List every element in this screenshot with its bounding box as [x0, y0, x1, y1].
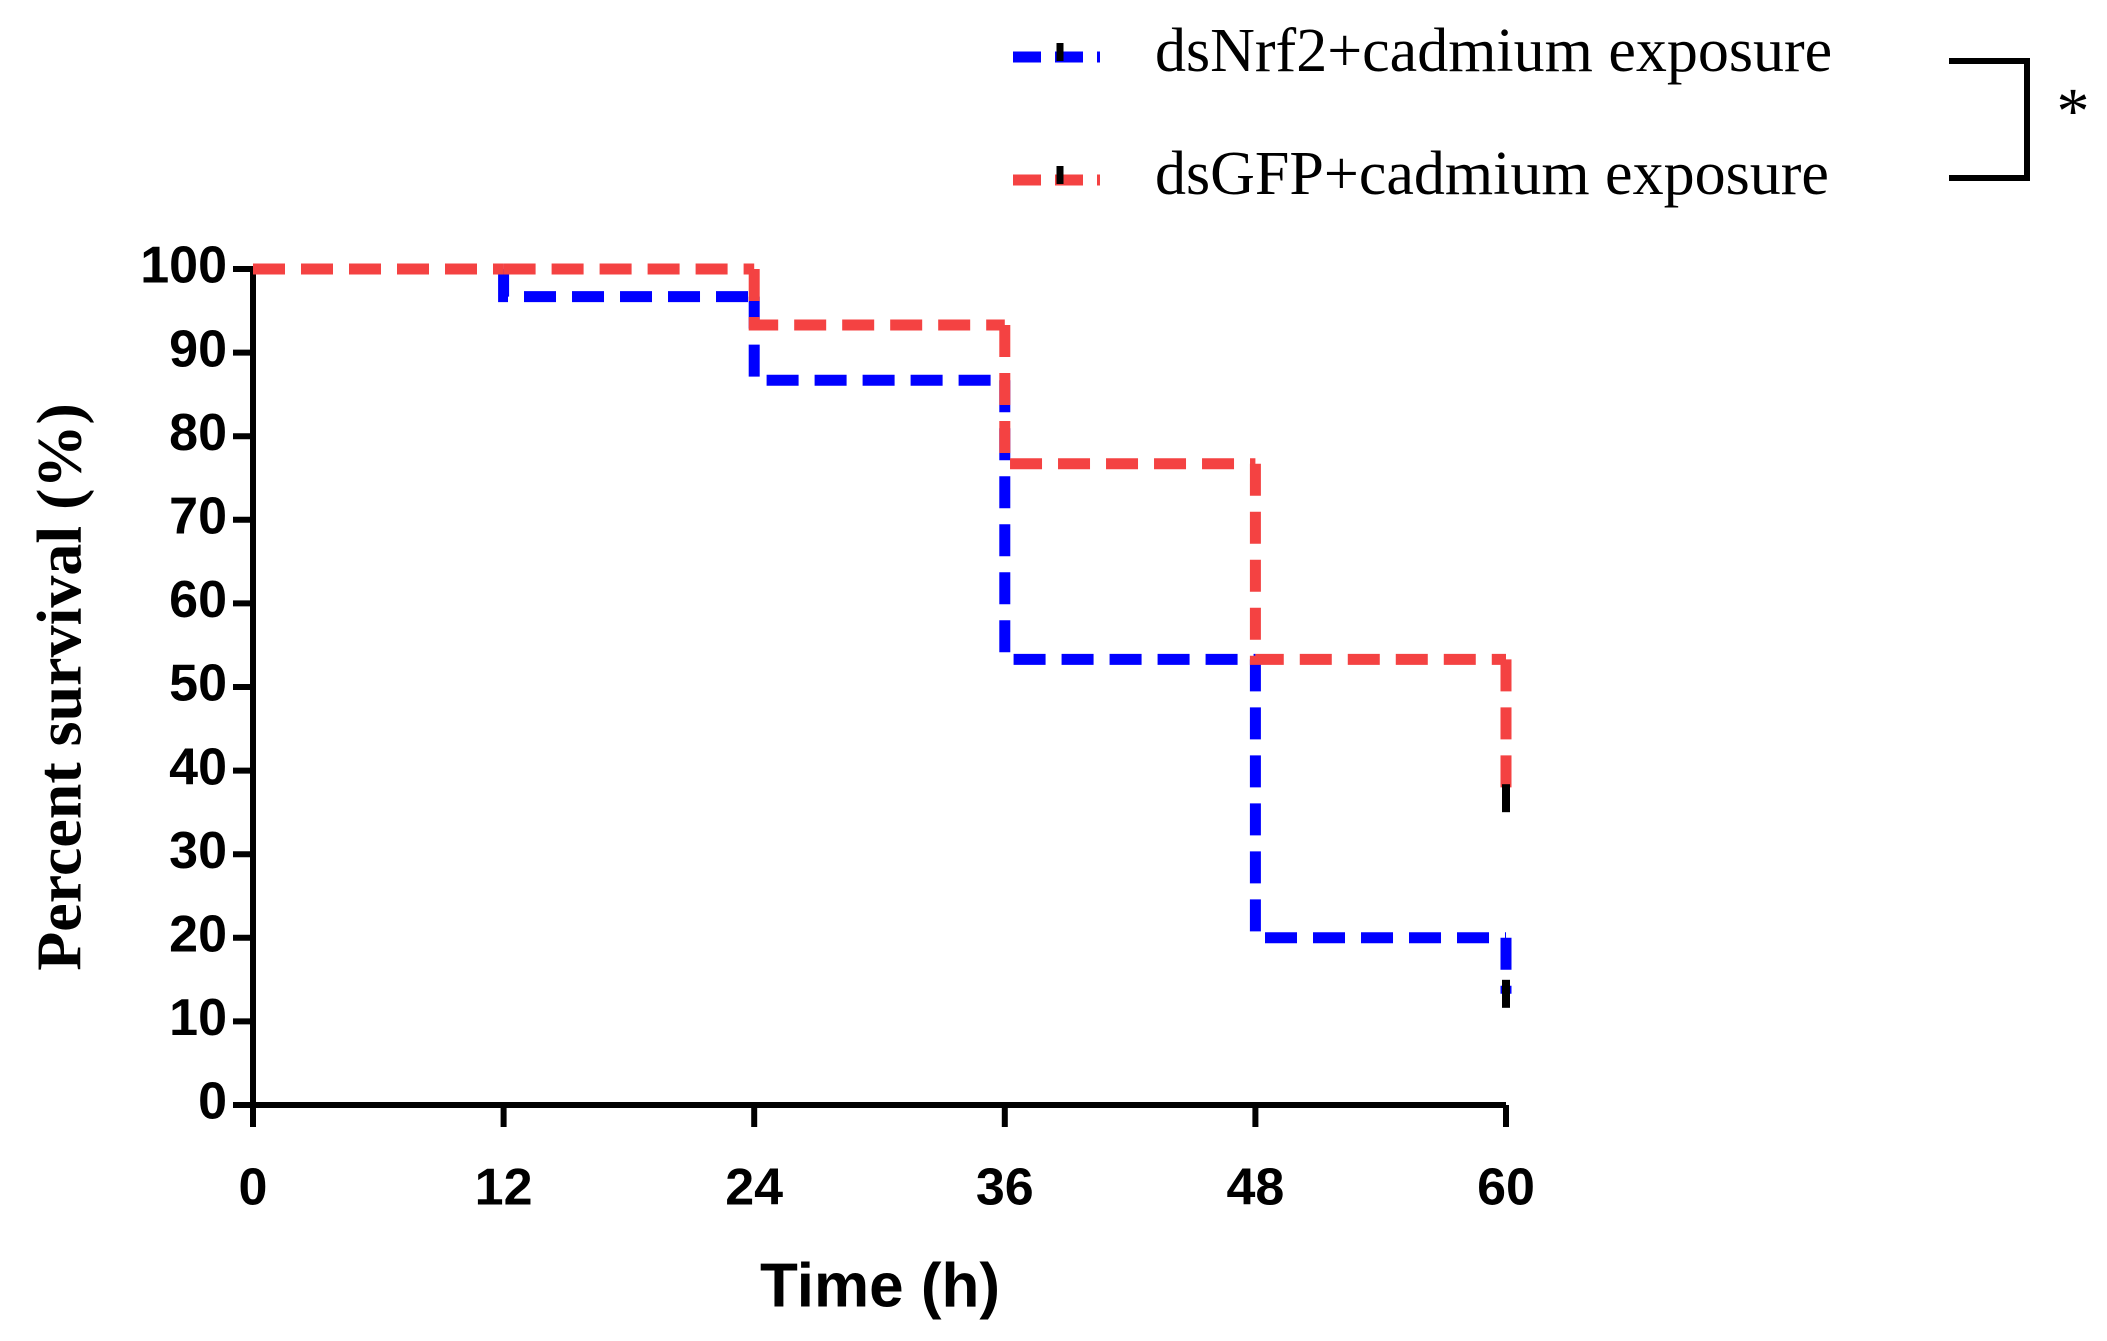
y-tick-label: 50: [169, 655, 227, 713]
y-tick-label: 70: [169, 488, 227, 546]
x-tick-label: 12: [475, 1159, 533, 1217]
axes: [250, 269, 1506, 1108]
survival-step: [748, 296, 1005, 386]
x-tick-label: 0: [239, 1159, 268, 1217]
y-tick-label: 100: [140, 237, 227, 295]
x-tick-label: 24: [725, 1159, 783, 1217]
y-tick-label: 0: [198, 1073, 227, 1131]
survival-step: [748, 269, 1005, 331]
y-axis-title: Percent survival (%): [24, 403, 95, 971]
y-tick-label: 20: [169, 906, 227, 964]
y-tick-label: 90: [169, 320, 227, 378]
legend-label: dsGFP+cadmium exposure: [1155, 140, 1829, 208]
x-tick-label: 48: [1226, 1159, 1284, 1217]
x-axis-title: Time (h): [760, 1251, 1000, 1320]
x-tick-label: 36: [976, 1159, 1034, 1217]
significance-bracket: [1949, 58, 2030, 181]
survival-step: [999, 325, 1256, 470]
y-tick-label: 80: [169, 404, 227, 462]
y-tick-label: 60: [169, 571, 227, 629]
y-tick-label: 40: [169, 738, 227, 796]
x-tick-label: 60: [1477, 1159, 1535, 1217]
survival-step: [1249, 659, 1506, 944]
y-tick-label: 30: [169, 822, 227, 880]
legend-label: dsNrf2+cadmium exposure: [1155, 17, 1832, 85]
y-tick-label: 10: [169, 989, 227, 1047]
survival-step: [1249, 463, 1506, 665]
significance-mark: *: [2057, 75, 2090, 148]
survival-step: [999, 380, 1256, 665]
survival-step: [498, 269, 755, 303]
